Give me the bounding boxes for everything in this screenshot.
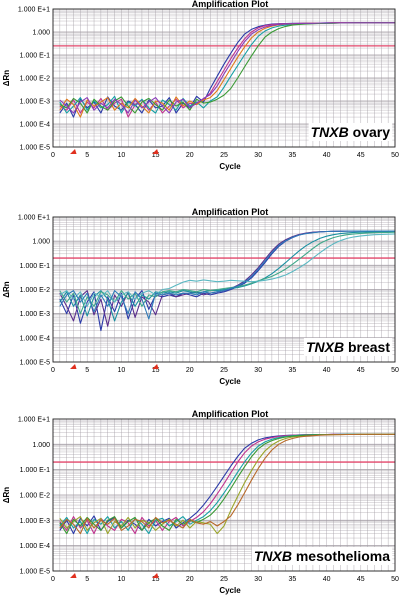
y-tick-label: 1.000 E-1 <box>20 467 50 474</box>
x-tick-label: 40 <box>323 576 331 583</box>
x-tick-label: 0 <box>51 576 55 583</box>
x-tick-label: 0 <box>51 367 55 374</box>
baseline-marker <box>152 149 159 154</box>
y-tick-label: 1.000 E-2 <box>20 493 50 500</box>
x-tick-label: 45 <box>357 152 365 159</box>
gene-name: TNXB <box>311 124 349 140</box>
y-tick-label: 1.000 E-1 <box>20 53 50 60</box>
tissue-name: ovary <box>349 124 390 140</box>
x-tick-label: 50 <box>391 576 399 583</box>
baseline-marker <box>152 573 159 578</box>
chart-title: Amplification Plot <box>192 409 269 419</box>
x-tick-label: 50 <box>391 152 399 159</box>
x-tick-label: 35 <box>289 576 297 583</box>
x-tick-label: 50 <box>391 367 399 374</box>
y-axis-label: ΔRn <box>2 281 11 298</box>
x-tick-label: 5 <box>85 576 89 583</box>
panel-label-background <box>303 338 393 356</box>
amplification-curve-5 <box>59 233 396 307</box>
x-tick-label: 35 <box>289 152 297 159</box>
y-tick-label: 1.000 E-1 <box>20 263 50 270</box>
amplification-curve-6 <box>59 230 395 320</box>
chart-title: Amplification Plot <box>192 0 269 9</box>
y-tick-label: 1.000 <box>32 239 50 246</box>
x-tick-label: 15 <box>152 576 160 583</box>
y-tick-label: 1.000 E-2 <box>20 76 50 83</box>
x-tick-label: 0 <box>51 152 55 159</box>
x-tick-label: 25 <box>220 152 228 159</box>
x-tick-label: 45 <box>357 367 365 374</box>
y-tick-label: 1.000 E-4 <box>20 122 50 129</box>
x-tick-label: 30 <box>254 367 262 374</box>
y-tick-label: 1.000 E-2 <box>20 287 50 294</box>
x-axis-label: Cycle <box>219 162 241 171</box>
panel-label-background <box>251 547 393 565</box>
x-tick-label: 15 <box>152 152 160 159</box>
x-tick-label: 5 <box>85 152 89 159</box>
x-tick-label: 20 <box>186 367 194 374</box>
y-tick-label: 1.000 E-3 <box>20 311 50 318</box>
y-tick-label: 1.000 E-3 <box>20 518 50 525</box>
x-tick-label: 30 <box>254 152 262 159</box>
y-tick-label: 1.000 <box>32 442 50 449</box>
y-tick-label: 1.000 E-4 <box>20 335 50 342</box>
tissue-name: mesothelioma <box>292 548 390 564</box>
gene-name: TNXB <box>306 339 344 355</box>
x-tick-label: 45 <box>357 576 365 583</box>
x-tick-label: 20 <box>186 152 194 159</box>
panel-label: TNXB ovary <box>311 124 391 140</box>
plot-frame <box>52 8 396 148</box>
x-tick-label: 25 <box>220 367 228 374</box>
amplification-panel-3: Amplification Plot 1.000 E-5 1.000 E-4 1.00… <box>2 409 399 595</box>
y-axis-label: ΔRn <box>2 487 11 504</box>
y-tick-label: 1.000 E-5 <box>20 360 50 367</box>
y-tick-label: 1.000 E+1 <box>18 7 50 14</box>
x-tick-label: 35 <box>289 367 297 374</box>
y-tick-label: 1.000 E+1 <box>18 215 50 222</box>
chart-title: Amplification Plot <box>192 207 269 217</box>
amplification-panel-1: Amplification Plot 1.000 E-5 1.000 E-4 1.00… <box>2 0 399 171</box>
x-tick-label: 40 <box>323 367 331 374</box>
y-tick-label: 1.000 E-5 <box>20 569 50 576</box>
x-axis-label: Cycle <box>219 377 241 386</box>
y-tick-label: 1.000 E-4 <box>20 543 50 550</box>
y-tick-label: 1.000 <box>32 30 50 37</box>
x-tick-label: 30 <box>254 576 262 583</box>
amplification-panel-2: Amplification Plot 1.000 E-5 1.000 E-4 1.00… <box>2 207 399 386</box>
tissue-name: breast <box>344 339 390 355</box>
x-tick-label: 10 <box>118 152 126 159</box>
x-tick-label: 5 <box>85 367 89 374</box>
baseline-marker <box>70 364 77 369</box>
x-axis-label: Cycle <box>219 586 241 595</box>
x-tick-label: 25 <box>220 576 228 583</box>
y-tick-label: 1.000 E-3 <box>20 99 50 106</box>
baseline-marker <box>70 149 77 154</box>
x-tick-label: 15 <box>152 367 160 374</box>
baseline-marker <box>70 573 77 578</box>
amplification-curve-6 <box>59 22 395 114</box>
amplification-curve-6 <box>59 433 395 535</box>
x-tick-label: 40 <box>323 152 331 159</box>
plot-frame <box>52 418 396 572</box>
panel-label-background <box>308 123 393 141</box>
y-tick-label: 1.000 E+1 <box>18 417 50 424</box>
x-tick-label: 10 <box>118 576 126 583</box>
panel-label: TNXB breast <box>306 339 390 355</box>
gene-name: TNXB <box>254 548 292 564</box>
y-axis-label: ΔRn <box>2 70 11 87</box>
plot-frame <box>52 216 396 363</box>
y-tick-label: 1.000 E-5 <box>20 145 50 152</box>
x-tick-label: 10 <box>118 367 126 374</box>
baseline-marker <box>152 364 159 369</box>
panel-label: TNXB mesothelioma <box>254 548 390 564</box>
x-tick-label: 20 <box>186 576 194 583</box>
